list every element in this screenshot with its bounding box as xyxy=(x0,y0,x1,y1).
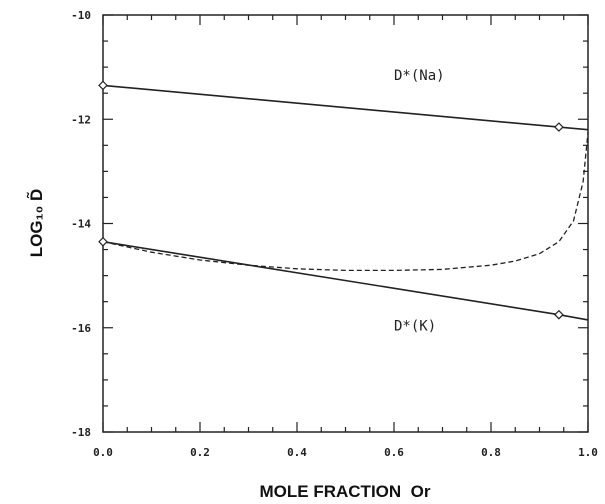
y-tick-label: -14 xyxy=(71,218,91,231)
data-point-marker xyxy=(98,80,108,91)
plot-frame xyxy=(102,14,589,433)
x-tick-label: 0.0 xyxy=(93,446,113,459)
series-line-d-k- xyxy=(102,240,589,321)
series-line-d-na- xyxy=(102,84,589,131)
x-tick-label: 0.4 xyxy=(287,446,307,459)
x-axis-label: MOLE FRACTION Or xyxy=(260,482,431,501)
x-tick-label: 0.8 xyxy=(481,446,501,459)
marker-layer xyxy=(98,80,564,320)
y-tick-labels: -10 -12 -14 -16 -18 xyxy=(71,9,91,439)
y-tick-label: -10 xyxy=(71,9,91,22)
x-tick-label: 1.0 xyxy=(578,446,598,459)
y-tick-label: -18 xyxy=(71,426,91,439)
annotation-layer: D*(Na) D*(K) xyxy=(394,68,445,334)
y-tick-label: -12 xyxy=(71,113,91,126)
x-tick-labels: 0.0 0.2 0.4 0.6 0.8 1.0 xyxy=(93,446,598,459)
data-point-marker xyxy=(98,236,108,247)
series-layer xyxy=(102,84,589,321)
y-tick-label: -16 xyxy=(71,322,91,335)
x-tick-label: 0.6 xyxy=(384,446,404,459)
data-point-marker xyxy=(554,309,564,320)
y-axis-label: LOG₁₀ D̃ xyxy=(26,189,46,258)
x-tick-label: 0.2 xyxy=(190,446,210,459)
series-annotation: D*(Na) xyxy=(394,68,445,84)
tick-marks xyxy=(102,14,589,433)
data-point-marker xyxy=(554,122,564,132)
series-line-dashed xyxy=(102,132,589,272)
series-annotation: D*(K) xyxy=(394,318,436,334)
